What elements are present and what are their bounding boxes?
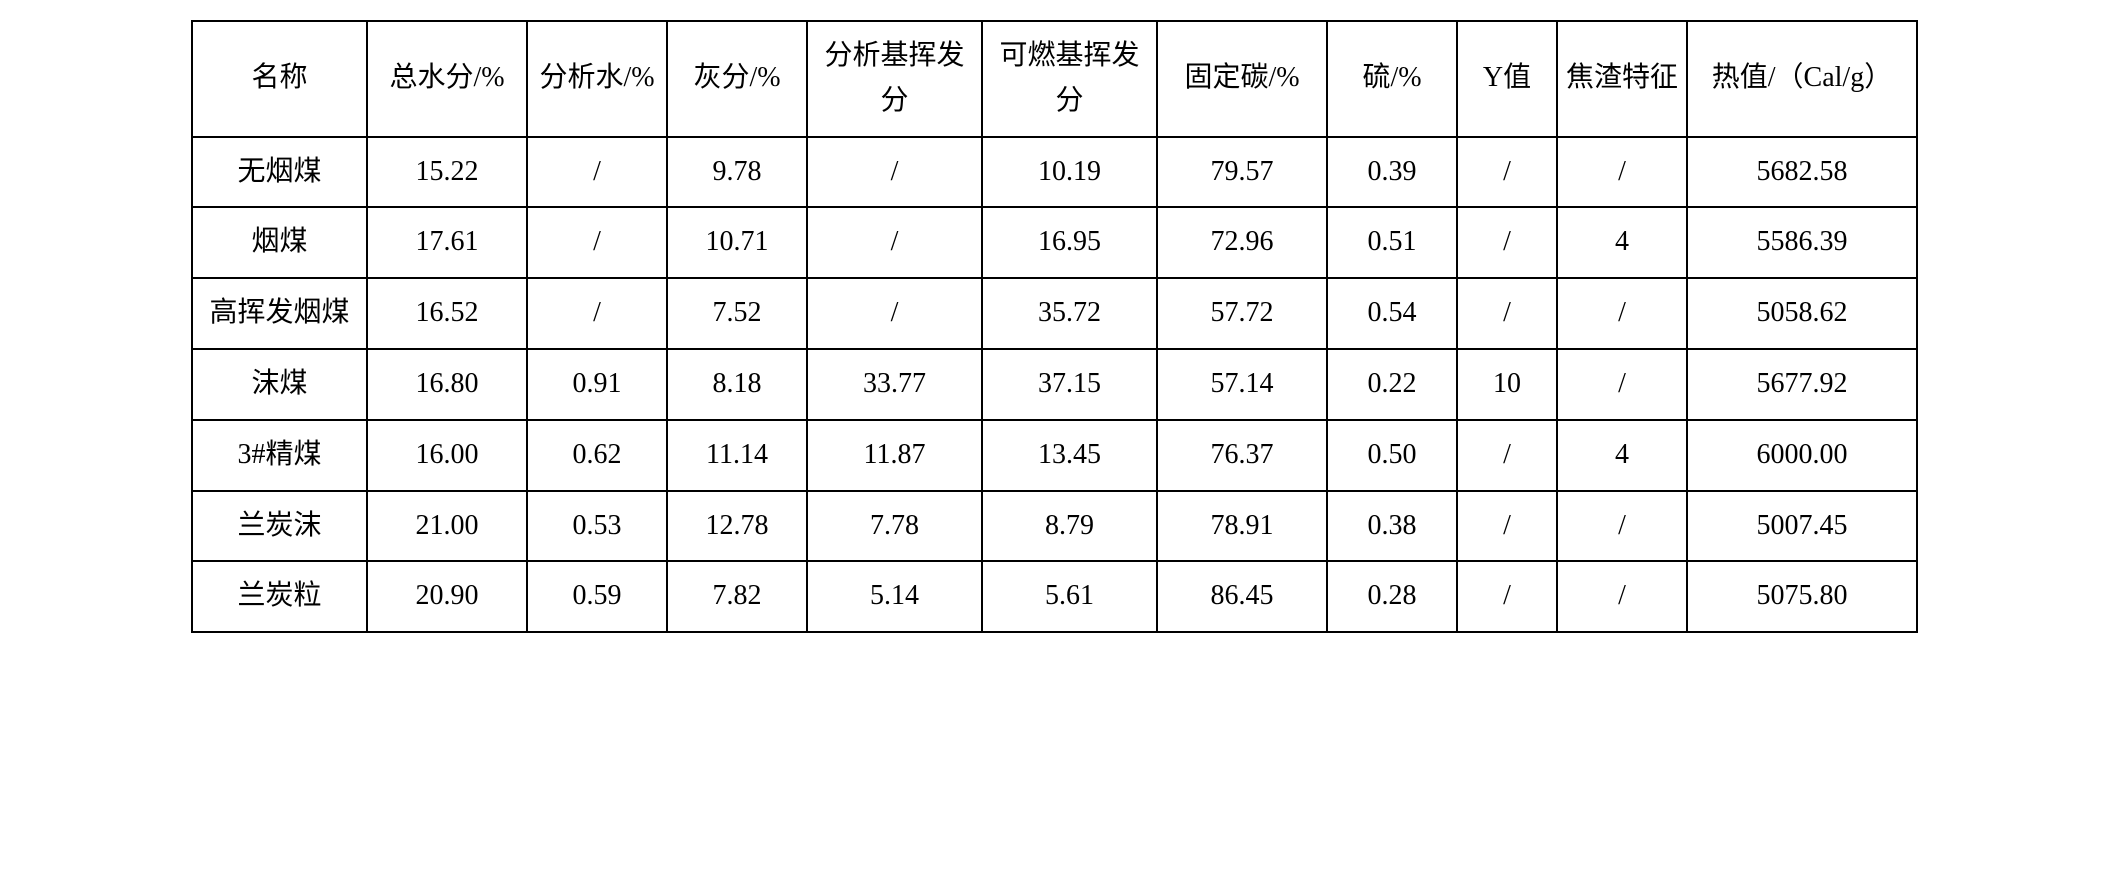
cell-sulfur: 0.22 [1327,349,1457,420]
cell-fixed-carbon: 57.14 [1157,349,1327,420]
cell-name: 兰炭粒 [192,561,367,632]
cell-sulfur: 0.38 [1327,491,1457,562]
header-coke-residue: 焦渣特征 [1557,21,1687,137]
cell-analysis-water: / [527,137,667,208]
cell-fixed-carbon: 57.72 [1157,278,1327,349]
cell-heat-value: 5677.92 [1687,349,1917,420]
header-analysis-water: 分析水/% [527,21,667,137]
header-heat-value: 热值/（Cal/g） [1687,21,1917,137]
header-analysis-volatile: 分析基挥发分 [807,21,982,137]
cell-combustible-volatile: 35.72 [982,278,1157,349]
cell-analysis-water: 0.59 [527,561,667,632]
table-row: 兰炭沫 21.00 0.53 12.78 7.78 8.79 78.91 0.3… [192,491,1917,562]
cell-name: 无烟煤 [192,137,367,208]
cell-coke-residue: / [1557,349,1687,420]
cell-ash: 7.82 [667,561,807,632]
cell-total-moisture: 16.52 [367,278,527,349]
cell-sulfur: 0.54 [1327,278,1457,349]
cell-fixed-carbon: 76.37 [1157,420,1327,491]
header-row: 名称 总水分/% 分析水/% 灰分/% 分析基挥发分 可燃基挥发分 固定碳/% … [192,21,1917,137]
cell-combustible-volatile: 10.19 [982,137,1157,208]
cell-combustible-volatile: 8.79 [982,491,1157,562]
cell-coke-residue: 4 [1557,420,1687,491]
cell-coke-residue: / [1557,137,1687,208]
header-total-moisture: 总水分/% [367,21,527,137]
table-header: 名称 总水分/% 分析水/% 灰分/% 分析基挥发分 可燃基挥发分 固定碳/% … [192,21,1917,137]
cell-ash: 9.78 [667,137,807,208]
cell-sulfur: 0.50 [1327,420,1457,491]
cell-sulfur: 0.28 [1327,561,1457,632]
cell-name: 沫煤 [192,349,367,420]
table-body: 无烟煤 15.22 / 9.78 / 10.19 79.57 0.39 / / … [192,137,1917,633]
header-ash: 灰分/% [667,21,807,137]
table-row: 兰炭粒 20.90 0.59 7.82 5.14 5.61 86.45 0.28… [192,561,1917,632]
cell-coke-residue: / [1557,561,1687,632]
cell-heat-value: 5007.45 [1687,491,1917,562]
cell-y-value: / [1457,137,1557,208]
cell-combustible-volatile: 37.15 [982,349,1157,420]
cell-fixed-carbon: 86.45 [1157,561,1327,632]
cell-name: 烟煤 [192,207,367,278]
cell-total-moisture: 16.80 [367,349,527,420]
cell-y-value: / [1457,207,1557,278]
cell-ash: 11.14 [667,420,807,491]
cell-combustible-volatile: 5.61 [982,561,1157,632]
cell-ash: 8.18 [667,349,807,420]
cell-analysis-water: / [527,278,667,349]
table-row: 烟煤 17.61 / 10.71 / 16.95 72.96 0.51 / 4 … [192,207,1917,278]
header-sulfur: 硫/% [1327,21,1457,137]
cell-name: 3#精煤 [192,420,367,491]
table-row: 3#精煤 16.00 0.62 11.14 11.87 13.45 76.37 … [192,420,1917,491]
cell-y-value: 10 [1457,349,1557,420]
cell-name: 兰炭沫 [192,491,367,562]
cell-analysis-volatile: 33.77 [807,349,982,420]
cell-name: 高挥发烟煤 [192,278,367,349]
table-row: 高挥发烟煤 16.52 / 7.52 / 35.72 57.72 0.54 / … [192,278,1917,349]
cell-fixed-carbon: 79.57 [1157,137,1327,208]
cell-analysis-water: / [527,207,667,278]
header-name: 名称 [192,21,367,137]
table-row: 无烟煤 15.22 / 9.78 / 10.19 79.57 0.39 / / … [192,137,1917,208]
cell-sulfur: 0.51 [1327,207,1457,278]
cell-analysis-volatile: / [807,137,982,208]
cell-heat-value: 6000.00 [1687,420,1917,491]
cell-fixed-carbon: 72.96 [1157,207,1327,278]
cell-analysis-water: 0.91 [527,349,667,420]
cell-coke-residue: / [1557,491,1687,562]
cell-fixed-carbon: 78.91 [1157,491,1327,562]
cell-sulfur: 0.39 [1327,137,1457,208]
cell-analysis-water: 0.62 [527,420,667,491]
cell-total-moisture: 20.90 [367,561,527,632]
cell-coke-residue: 4 [1557,207,1687,278]
cell-analysis-volatile: / [807,207,982,278]
cell-ash: 10.71 [667,207,807,278]
cell-y-value: / [1457,420,1557,491]
cell-combustible-volatile: 16.95 [982,207,1157,278]
cell-y-value: / [1457,561,1557,632]
cell-combustible-volatile: 13.45 [982,420,1157,491]
cell-total-moisture: 16.00 [367,420,527,491]
cell-total-moisture: 21.00 [367,491,527,562]
header-fixed-carbon: 固定碳/% [1157,21,1327,137]
header-y-value: Y值 [1457,21,1557,137]
table-row: 沫煤 16.80 0.91 8.18 33.77 37.15 57.14 0.2… [192,349,1917,420]
cell-total-moisture: 15.22 [367,137,527,208]
cell-heat-value: 5075.80 [1687,561,1917,632]
cell-analysis-water: 0.53 [527,491,667,562]
cell-analysis-volatile: / [807,278,982,349]
cell-heat-value: 5058.62 [1687,278,1917,349]
cell-y-value: / [1457,278,1557,349]
cell-ash: 12.78 [667,491,807,562]
cell-ash: 7.52 [667,278,807,349]
cell-total-moisture: 17.61 [367,207,527,278]
cell-analysis-volatile: 11.87 [807,420,982,491]
coal-analysis-table: 名称 总水分/% 分析水/% 灰分/% 分析基挥发分 可燃基挥发分 固定碳/% … [191,20,1918,633]
cell-heat-value: 5682.58 [1687,137,1917,208]
cell-coke-residue: / [1557,278,1687,349]
cell-y-value: / [1457,491,1557,562]
header-combustible-volatile: 可燃基挥发分 [982,21,1157,137]
cell-heat-value: 5586.39 [1687,207,1917,278]
cell-analysis-volatile: 5.14 [807,561,982,632]
cell-analysis-volatile: 7.78 [807,491,982,562]
